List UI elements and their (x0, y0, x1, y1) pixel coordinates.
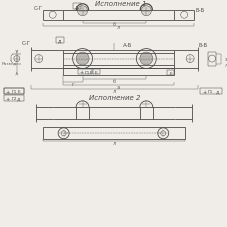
Text: Разм.д: Разм.д (1, 61, 16, 65)
Text: С-Г: С-Г (21, 41, 30, 46)
Circle shape (139, 53, 152, 66)
Text: Б-Б: Б-Б (195, 8, 204, 13)
Bar (167, 70, 173, 76)
Bar (4, 89, 24, 95)
Bar (4, 89, 24, 95)
Text: л: л (112, 140, 116, 145)
Circle shape (76, 53, 89, 66)
Text: +: + (6, 96, 10, 101)
Bar (77, 69, 91, 75)
Text: А-Б: А-Б (122, 43, 131, 48)
Text: з: з (224, 57, 226, 62)
Text: л: л (112, 89, 116, 94)
Text: Г1: Г1 (207, 90, 212, 94)
Text: б: б (112, 79, 116, 84)
Text: д: д (75, 4, 78, 9)
Text: Б-Б: Б-Б (197, 43, 207, 48)
Bar (4, 96, 24, 102)
Text: л: л (223, 63, 227, 68)
Text: Е: Е (169, 71, 171, 75)
Bar (62, 68, 173, 76)
Bar (72, 4, 80, 10)
Text: Г1: Г1 (84, 70, 90, 74)
Bar (55, 37, 63, 43)
Bar (199, 89, 221, 95)
Bar (92, 69, 99, 75)
Text: л: л (116, 25, 120, 30)
Text: а: а (116, 85, 120, 90)
Text: Д: Д (17, 97, 20, 101)
Text: б: б (112, 22, 116, 27)
Text: Е: Е (94, 70, 97, 74)
Text: Е: Е (17, 90, 20, 94)
Text: С-Г: С-Г (34, 6, 43, 11)
Circle shape (141, 7, 151, 17)
Text: +: + (79, 70, 83, 75)
Text: Исполнение 2: Исполнение 2 (88, 95, 140, 101)
Text: Г2: Г2 (12, 97, 17, 101)
Text: +: + (201, 89, 205, 94)
Text: д: д (58, 38, 61, 43)
Circle shape (77, 7, 87, 17)
Text: Д: Д (214, 90, 218, 94)
Text: Исполнение 1: Исполнение 1 (94, 1, 146, 7)
Text: г: г (71, 81, 74, 86)
Text: Е: Е (89, 70, 92, 74)
Text: +: + (6, 89, 10, 94)
Bar (62, 50, 173, 68)
Bar (42, 128, 184, 140)
Text: Г1: Г1 (12, 90, 17, 94)
